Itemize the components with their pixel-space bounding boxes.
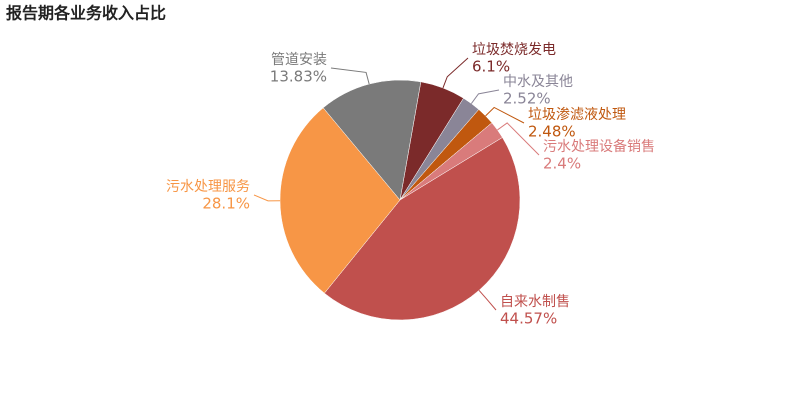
leader-line	[478, 289, 497, 311]
slice-value: 6.1%	[472, 58, 510, 76]
slice-value: 2.48%	[528, 123, 576, 141]
slice-label: 垃圾焚烧发电	[472, 42, 556, 58]
slice-label: 垃圾渗滤液处理	[528, 107, 626, 123]
slice-value: 44.57%	[500, 310, 557, 328]
slice-label: 污水处理服务	[166, 179, 250, 195]
slice-label: 中水及其他	[503, 74, 573, 90]
leader-line	[497, 122, 540, 156]
slice-value: 2.52%	[503, 90, 551, 108]
pie-slice	[324, 137, 521, 321]
slice-label: 管道安装	[271, 52, 327, 68]
leader-line	[442, 57, 469, 89]
leader-line	[470, 89, 500, 104]
slice-label: 污水处理设备销售	[543, 138, 655, 155]
chart-title: 报告期各业务收入占比	[6, 4, 166, 23]
slice-value: 2.4%	[543, 155, 581, 173]
slice-label: 自来水制售	[500, 294, 570, 310]
slice-value: 13.83%	[270, 68, 327, 86]
slice-value: 28.1%	[202, 195, 250, 213]
leader-line	[330, 67, 370, 85]
leader-line	[253, 194, 281, 202]
leader-line	[485, 106, 525, 124]
